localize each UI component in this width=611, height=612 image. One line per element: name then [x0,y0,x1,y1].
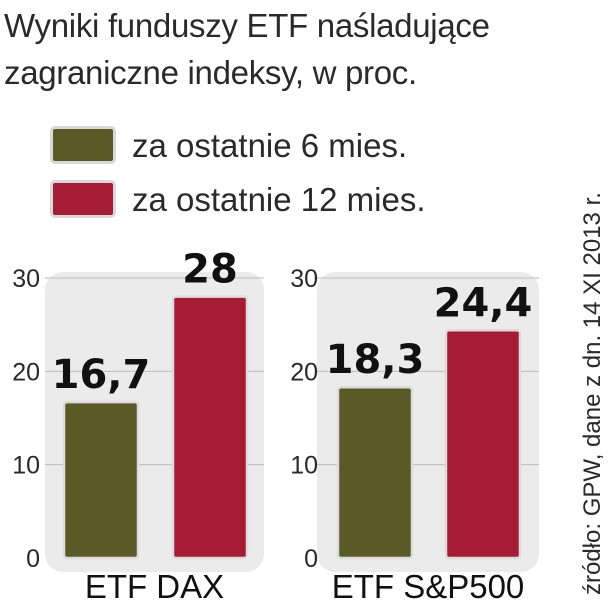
legend-label-12m: za ostatnie 12 mies. [132,181,426,218]
y-tick-label: 0 [304,545,318,573]
bar [62,400,140,560]
y-tick-label: 30 [12,265,40,293]
y-tick-label: 10 [12,452,40,480]
data-label: 16,7 [52,352,151,398]
category-label: ETF DAX [85,568,224,605]
y-tick-label: 30 [290,265,318,293]
data-label: 28 [182,247,238,293]
y-tick-label: 20 [290,358,318,386]
y-tick-label: 10 [290,452,318,480]
bar [444,329,522,560]
data-label: 18,3 [326,337,425,383]
legend-label-6m: za ostatnie 6 mies. [132,127,408,164]
y-tick-label: 20 [12,358,40,386]
category-label: ETF S&P500 [332,568,525,605]
legend-swatch-12m [50,180,116,218]
source-note: źródło: GPW, dane z dn. 14 XI 2013 r. [579,192,606,595]
bar [336,385,414,560]
chart-title: Wyniki funduszy ETF naśladujące zagranic… [4,7,490,91]
legend-swatch-6m [50,126,116,164]
data-label: 24,4 [434,280,533,326]
bar [171,295,249,560]
y-tick-label: 0 [26,545,40,573]
